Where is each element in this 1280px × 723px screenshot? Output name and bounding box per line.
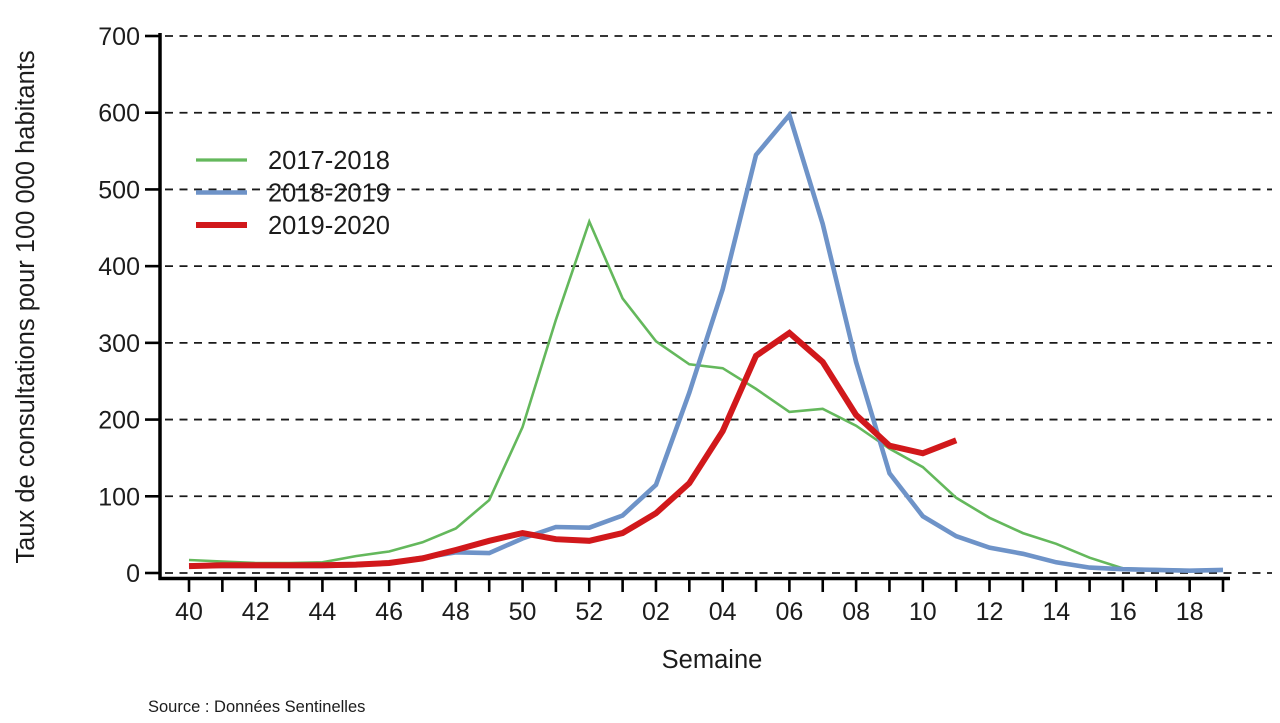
x-tick-label-46: 46: [375, 598, 403, 626]
x-tick-label-52: 52: [575, 598, 603, 626]
legend-label-2019-2020: 2019-2020: [268, 212, 390, 240]
x-tick-label-48: 48: [442, 598, 470, 626]
legend-label-2017-2018: 2017-2018: [268, 147, 390, 175]
x-tick-label-12: 12: [976, 598, 1004, 626]
x-tick-label-44: 44: [309, 598, 337, 626]
x-tick-label-50: 50: [509, 598, 537, 626]
y-axis-title: Taux de consultations pour 100 000 habit…: [12, 50, 40, 563]
y-tick-label-200: 200: [98, 407, 140, 435]
source-note: Source : Données Sentinelles: [148, 698, 365, 716]
y-tick-label-100: 100: [98, 483, 140, 511]
x-axis-title: Semaine: [662, 646, 763, 674]
x-tick-label-18: 18: [1176, 598, 1204, 626]
series-line-2017-2018: [188, 217, 1224, 572]
x-tick-label-10: 10: [909, 598, 937, 626]
y-tick-label-600: 600: [98, 100, 140, 128]
x-tick-label-16: 16: [1109, 598, 1137, 626]
y-tick-label-500: 500: [98, 176, 140, 204]
y-tick-label-0: 0: [126, 560, 140, 588]
x-tick-label-14: 14: [1042, 598, 1070, 626]
y-tick-label-700: 700: [98, 23, 140, 51]
y-tick-label-400: 400: [98, 253, 140, 281]
x-tick-label-40: 40: [175, 598, 203, 626]
x-tick-label-06: 06: [775, 598, 803, 626]
series-line-2019-2020: [188, 329, 958, 570]
legend-label-2018-2019: 2018-2019: [268, 180, 390, 208]
x-tick-label-04: 04: [709, 598, 737, 626]
x-tick-label-42: 42: [242, 598, 270, 626]
y-tick-label-300: 300: [98, 330, 140, 358]
x-tick-label-02: 02: [642, 598, 670, 626]
x-tick-label-08: 08: [842, 598, 870, 626]
